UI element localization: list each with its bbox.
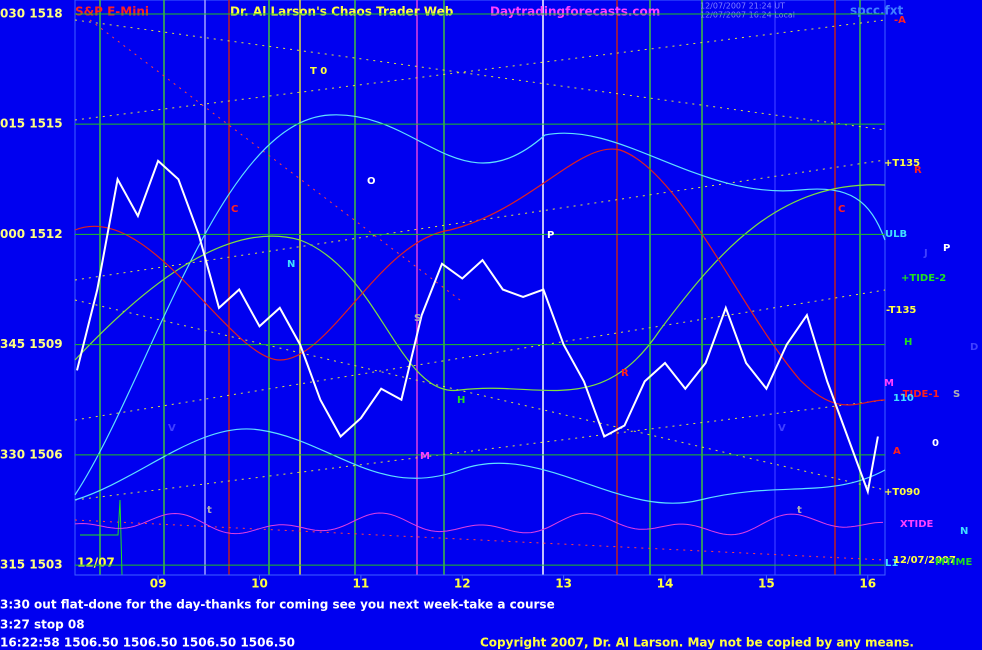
annotation: C xyxy=(838,204,845,215)
timestamp: 12/07/2007 16:24 Local xyxy=(700,11,795,20)
chart-subtitle: Dr. Al Larson's Chaos Trader Web xyxy=(230,5,454,19)
annotation: +T090 xyxy=(884,487,920,498)
status-line: 16:22:58 1506.50 1506.50 1506.50 1506.50 xyxy=(0,636,295,650)
status-line: 3:27 stop 08 xyxy=(0,618,85,632)
x-tick-label: 16 xyxy=(859,577,876,591)
annotation: O xyxy=(367,176,376,187)
annotation: +T135 xyxy=(884,158,920,169)
timestamp: 12/07/2007 21:24 UT xyxy=(700,2,785,11)
annotation: P xyxy=(547,230,554,241)
annotation: -A xyxy=(894,15,906,26)
annotation: 110 xyxy=(893,393,914,404)
annotation: +TIDE-2 xyxy=(901,273,946,284)
annotation: C xyxy=(231,204,238,215)
annotation: R xyxy=(621,368,629,379)
annotation: T 0 xyxy=(310,66,327,77)
annotation: R xyxy=(914,165,922,176)
annotation: MTIME xyxy=(935,557,972,568)
annotation: J xyxy=(923,248,928,259)
status-line: 3:30 out flat-done for the day-thanks fo… xyxy=(0,598,555,612)
xtide-wave xyxy=(74,512,884,536)
x-tick-label: 09 xyxy=(150,577,167,591)
x-tick-label: 14 xyxy=(657,577,674,591)
annotation: M xyxy=(884,378,894,389)
annotation: D xyxy=(970,342,978,353)
mtime-pulse xyxy=(80,499,123,576)
annotation: -TIDE-1 xyxy=(900,389,940,400)
annotation: L1 xyxy=(885,558,898,569)
annotation: 12/07/2007 xyxy=(893,555,956,566)
annotation: ULB xyxy=(885,229,907,240)
chart-title: S&P E-Mini xyxy=(75,5,149,19)
annotation: -T135 xyxy=(886,305,916,316)
annotation: 0 xyxy=(932,438,939,449)
flux-lines xyxy=(74,19,886,561)
y-tick-label: 015 1515 xyxy=(0,117,63,131)
y-tick-label: 330 1506 xyxy=(0,447,63,461)
annotation: t xyxy=(207,505,212,516)
x-tick-label: 13 xyxy=(555,577,572,591)
x-tick-label: 12 xyxy=(454,577,471,591)
annotation: H xyxy=(457,395,465,406)
annotation: H xyxy=(904,337,912,348)
annotation: t xyxy=(797,505,802,516)
annotation: V xyxy=(778,423,786,434)
price-line xyxy=(76,159,879,496)
website: Daytradingforecasts.com xyxy=(490,5,660,19)
time-lines xyxy=(99,0,861,575)
annotation: N xyxy=(287,259,295,270)
indicator-curves xyxy=(74,114,886,504)
y-tick-label: 000 1512 xyxy=(0,227,63,241)
y-tick-label: 345 1509 xyxy=(0,337,63,351)
x-tick-label: 10 xyxy=(251,577,268,591)
annotation: S xyxy=(414,313,421,324)
date-label: 12/07 xyxy=(77,556,115,570)
annotation: M xyxy=(420,451,430,462)
annotation: V xyxy=(168,423,176,434)
plot-area xyxy=(74,0,886,576)
x-tick-label: 11 xyxy=(353,577,370,591)
annotation: XTIDE xyxy=(900,519,934,530)
annotation: S xyxy=(953,389,960,400)
annotation: P xyxy=(943,243,950,254)
x-tick-label: 15 xyxy=(758,577,775,591)
annotation: N xyxy=(960,526,968,537)
y-tick-label: 030 1518 xyxy=(0,6,63,20)
y-tick-label: 315 1503 xyxy=(0,558,63,572)
annotation: A xyxy=(893,446,901,457)
copyright: Copyright 2007, Dr. Al Larson. May not b… xyxy=(480,636,914,650)
